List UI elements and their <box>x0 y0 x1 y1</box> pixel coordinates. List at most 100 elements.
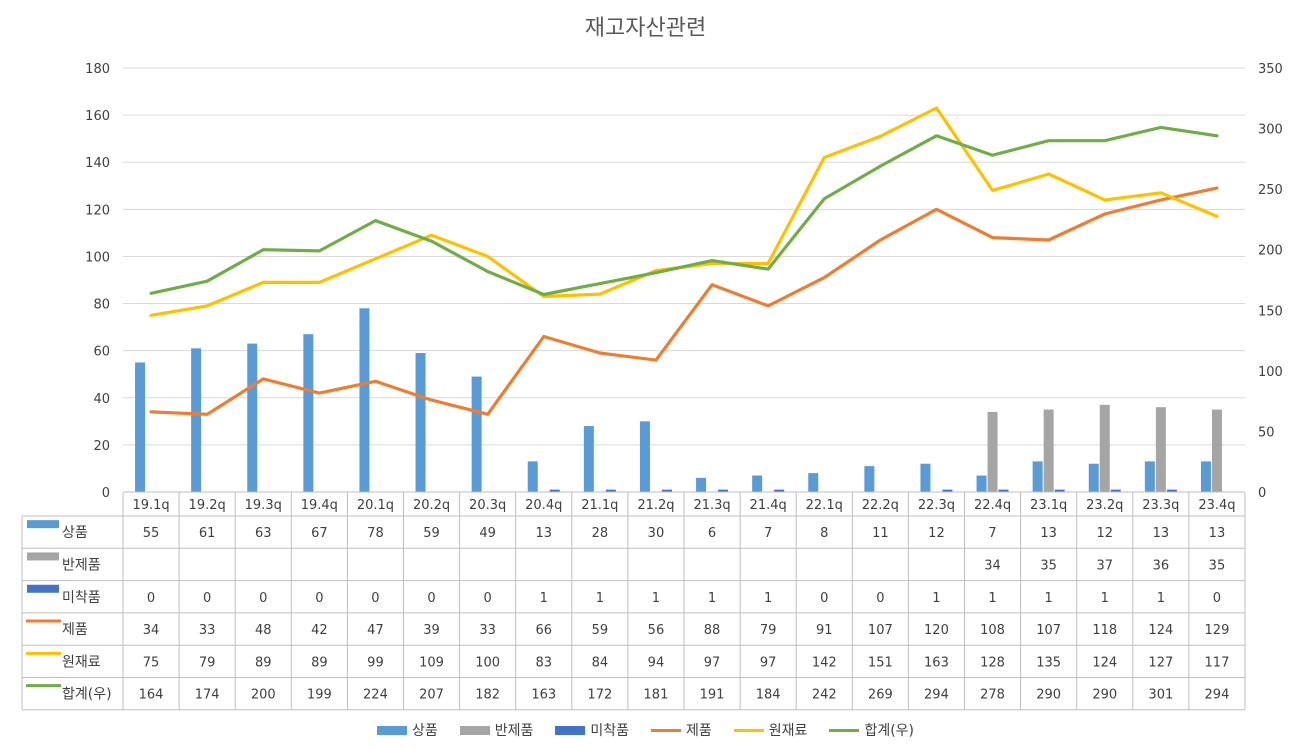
table-row-label: 합계(우) <box>62 687 112 703</box>
table-cell-value: 135 <box>1036 655 1061 670</box>
x-tick-label: 19.2q <box>189 498 226 513</box>
table-cell-value: 200 <box>251 688 276 703</box>
table-cell-value: 34 <box>984 558 1001 573</box>
table-cell-value: 301 <box>1148 688 1173 703</box>
table-cell-value: 67 <box>311 526 328 541</box>
table-cell-value: 129 <box>1205 623 1230 638</box>
table-cell-value: 0 <box>259 591 267 606</box>
bar <box>1088 463 1099 492</box>
table-cell-value: 33 <box>199 623 216 638</box>
bar <box>718 489 729 492</box>
table-cell-value: 48 <box>255 623 272 638</box>
table-cell-value: 207 <box>419 688 444 703</box>
table-cell-value: 294 <box>1205 688 1230 703</box>
x-tick-label: 19.4q <box>301 498 338 513</box>
table-cell-value: 55 <box>143 526 160 541</box>
table-cell-value: 83 <box>535 655 552 670</box>
x-tick-label: 23.3q <box>1142 498 1179 513</box>
table-cell-value: 172 <box>587 688 612 703</box>
table-cell-value: 1 <box>1101 591 1109 606</box>
table-cell-value: 66 <box>535 623 552 638</box>
table-cell-value: 79 <box>760 623 777 638</box>
x-tick-label: 23.4q <box>1198 498 1235 513</box>
table-cell-value: 7 <box>764 526 772 541</box>
bar <box>976 475 987 492</box>
legend-label: 제품 <box>686 723 712 739</box>
table-cell-value: 109 <box>419 655 444 670</box>
y-left-tick-label: 180 <box>85 62 110 77</box>
table-cell-value: 39 <box>423 623 440 638</box>
table-cell-value: 63 <box>255 526 272 541</box>
table-cell-value: 28 <box>592 526 609 541</box>
table-legend-key <box>27 584 59 593</box>
table-cell-value: 124 <box>1148 623 1173 638</box>
x-tick-label: 21.2q <box>637 498 674 513</box>
table-cell-value: 97 <box>760 655 777 670</box>
table-cell-value: 191 <box>700 688 725 703</box>
bar <box>774 489 785 492</box>
y-right-tick-label: 100 <box>1258 365 1283 380</box>
series-line <box>149 125 1219 297</box>
table-cell-value: 118 <box>1092 623 1117 638</box>
table-cell-value: 97 <box>704 655 721 670</box>
y-right-tick-label: 150 <box>1258 304 1283 319</box>
table-cell-value: 75 <box>143 655 160 670</box>
table-cell-value: 120 <box>924 623 949 638</box>
bar <box>135 362 146 492</box>
bar <box>583 426 594 492</box>
x-tick-label: 19.3q <box>245 498 282 513</box>
x-tick-label: 22.4q <box>974 498 1011 513</box>
table-cell-value: 0 <box>427 591 435 606</box>
table-row-label: 제품 <box>62 622 88 638</box>
bar <box>1099 404 1110 492</box>
legend-item: 상품 <box>376 720 438 740</box>
table-cell-value: 163 <box>531 688 556 703</box>
table-cell-value: 1 <box>1045 591 1053 606</box>
y-right-tick-label: 200 <box>1258 244 1283 259</box>
bar <box>247 343 258 492</box>
bar <box>920 463 931 492</box>
series-line <box>149 106 1219 317</box>
table-cell-value: 12 <box>928 526 945 541</box>
bar <box>1200 461 1211 492</box>
table-cell-value: 49 <box>479 526 496 541</box>
bar <box>661 489 672 492</box>
y-right-tick-label: 350 <box>1258 62 1283 77</box>
table-cell-value: 36 <box>1153 558 1170 573</box>
table-cell-value: 11 <box>872 526 889 541</box>
y-right-tick-label: 0 <box>1258 486 1266 501</box>
bar <box>527 461 538 492</box>
table-row-label: 상품 <box>62 525 88 541</box>
y-right-tick-label: 250 <box>1258 183 1283 198</box>
y-left-tick-label: 140 <box>85 156 110 171</box>
y-left-tick-label: 120 <box>85 203 110 218</box>
x-tick-label: 21.4q <box>750 498 787 513</box>
x-tick-label: 19.1q <box>132 498 169 513</box>
y-left-tick-label: 20 <box>93 439 110 454</box>
table-cell-value: 12 <box>1096 526 1113 541</box>
table-cell-value: 163 <box>924 655 949 670</box>
table-cell-value: 151 <box>868 655 893 670</box>
x-tick-label: 21.1q <box>581 498 618 513</box>
legend-swatch <box>651 728 682 732</box>
table-cell-value: 0 <box>371 591 379 606</box>
table-cell-value: 89 <box>311 655 328 670</box>
table-cell-value: 1 <box>540 591 548 606</box>
legend-label: 반제품 <box>494 723 534 739</box>
table-cell-value: 88 <box>704 623 721 638</box>
table-cell-value: 278 <box>980 688 1005 703</box>
bar <box>303 334 314 492</box>
table-cell-value: 78 <box>367 526 384 541</box>
table-cell-value: 0 <box>484 591 492 606</box>
legend-swatch <box>829 728 860 732</box>
table-cell-value: 47 <box>367 623 384 638</box>
table-cell-value: 142 <box>812 655 837 670</box>
table-cell-value: 99 <box>367 655 384 670</box>
legend-label: 상품 <box>411 723 438 739</box>
bar <box>359 308 370 492</box>
table-cell-value: 164 <box>139 688 164 703</box>
table-cell-value: 79 <box>199 655 216 670</box>
legend-item: 반제품 <box>459 720 534 740</box>
bar <box>1043 409 1054 492</box>
bar <box>696 477 707 492</box>
